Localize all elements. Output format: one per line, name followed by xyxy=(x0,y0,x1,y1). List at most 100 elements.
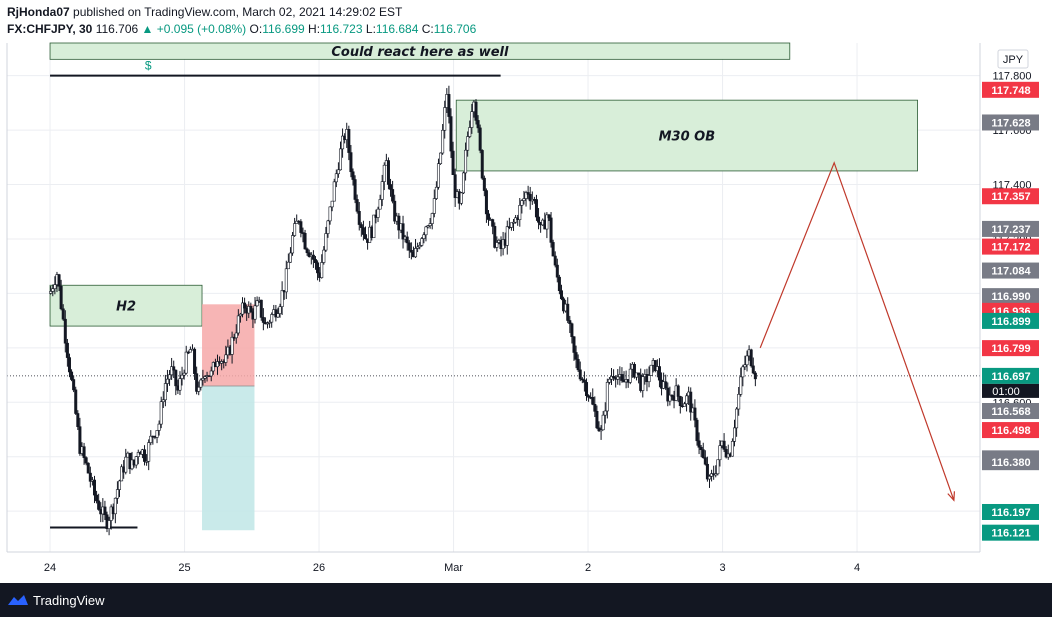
candle-body xyxy=(353,179,357,200)
candle-body xyxy=(234,332,238,339)
candle-body xyxy=(276,313,280,318)
candle-body xyxy=(330,200,334,208)
author-name[interactable]: RjHonda07 xyxy=(7,5,70,19)
candle-body xyxy=(266,322,270,325)
candle-body xyxy=(280,290,284,307)
x-tick-label: Mar xyxy=(444,562,463,574)
projection-path[interactable] xyxy=(759,161,955,501)
candle-body xyxy=(386,160,390,185)
candle-body xyxy=(730,441,734,457)
price-tag: 116.121 xyxy=(991,528,1030,540)
projection-arrow[interactable] xyxy=(759,161,956,502)
y-tick-label: 117.800 xyxy=(993,71,1032,83)
candle-body xyxy=(347,129,351,153)
x-tick-label: 3 xyxy=(719,562,725,574)
candle-body xyxy=(261,317,265,323)
footer-brand[interactable]: TradingView xyxy=(33,592,105,608)
candle-body xyxy=(184,351,188,374)
price-tag: 117.237 xyxy=(991,224,1030,236)
high-value: 116.723 xyxy=(320,22,363,36)
candle-body xyxy=(157,423,161,431)
candle-body xyxy=(203,376,207,379)
symbol-name[interactable]: FX:CHFJPY, 30 xyxy=(7,22,93,36)
candle-body xyxy=(422,234,426,239)
price-chart[interactable]: $ Could react here as well M30 OB H2 JPY 11… xyxy=(0,0,1052,583)
candle-body xyxy=(305,248,309,254)
candle-body xyxy=(113,497,117,515)
candle-body xyxy=(357,211,361,225)
candle-body xyxy=(553,255,557,266)
candle-body xyxy=(628,368,632,383)
candle-body xyxy=(63,318,67,344)
candle-body xyxy=(555,264,559,278)
candle-body xyxy=(451,150,455,176)
candle-body xyxy=(380,181,384,200)
candle-body xyxy=(322,249,326,263)
candle-body xyxy=(149,435,153,443)
candle-body xyxy=(313,259,317,264)
zone-label: H2 xyxy=(116,300,136,315)
candle-body xyxy=(303,232,307,250)
candle-body xyxy=(505,226,509,246)
candle-body xyxy=(49,291,53,294)
publish-info: published on TradingView.com, March 02, … xyxy=(73,5,403,19)
candle-body xyxy=(689,391,693,413)
candle-body xyxy=(53,284,57,289)
price-tag: 116.899 xyxy=(991,316,1030,328)
candle-body xyxy=(495,242,499,248)
candle-body xyxy=(537,216,541,223)
candle-body xyxy=(439,152,443,164)
candle-body xyxy=(391,189,395,202)
candle-body xyxy=(134,456,138,466)
candle-body xyxy=(749,349,753,367)
trade-box[interactable] xyxy=(202,304,255,531)
annotation-zone[interactable] xyxy=(49,42,791,60)
candle-body xyxy=(528,194,532,202)
candle-body xyxy=(70,371,74,380)
candle-body xyxy=(288,252,292,263)
price-tag-box xyxy=(982,262,1039,279)
candle-body xyxy=(468,127,472,137)
last-price: 116.706 xyxy=(95,22,139,36)
candle-body xyxy=(59,285,63,310)
candle-body xyxy=(524,192,528,199)
candle-body xyxy=(57,274,61,287)
candle-body xyxy=(209,370,213,377)
candle-body xyxy=(224,354,228,363)
candle-body xyxy=(685,395,689,405)
candle-body xyxy=(103,506,107,516)
arrow-head-icon xyxy=(947,491,956,502)
candle-body xyxy=(693,407,697,421)
take-profit-box[interactable] xyxy=(202,385,255,531)
candle-body xyxy=(174,369,178,387)
candle-body xyxy=(697,440,701,448)
candle-body xyxy=(351,171,355,180)
annotation-zone[interactable] xyxy=(49,284,203,327)
price-tag-box xyxy=(982,288,1039,305)
candle-body xyxy=(97,500,101,510)
candle-body xyxy=(349,152,353,173)
candle-body xyxy=(328,206,332,222)
annotation-zones[interactable] xyxy=(49,42,918,327)
candle-body xyxy=(215,361,219,368)
candle-body xyxy=(707,476,711,480)
candle-body xyxy=(666,387,670,402)
candle-body xyxy=(409,249,413,253)
candle-body xyxy=(591,397,595,405)
candle-body xyxy=(359,224,363,228)
candle-body xyxy=(86,462,90,474)
candle-body xyxy=(568,320,572,325)
price-tag-box xyxy=(982,114,1039,131)
candle-body xyxy=(278,306,282,314)
candle-body xyxy=(476,120,480,129)
candle-body xyxy=(559,290,563,300)
candle-body xyxy=(376,208,380,218)
candle-body xyxy=(115,489,119,499)
annotation-zone[interactable] xyxy=(455,99,918,172)
zone-label: M30 OB xyxy=(659,130,716,145)
candle-body xyxy=(441,129,445,154)
candle-body xyxy=(601,414,605,431)
candle-body xyxy=(338,148,342,171)
candle-body xyxy=(670,394,674,397)
candle-body xyxy=(449,116,453,152)
